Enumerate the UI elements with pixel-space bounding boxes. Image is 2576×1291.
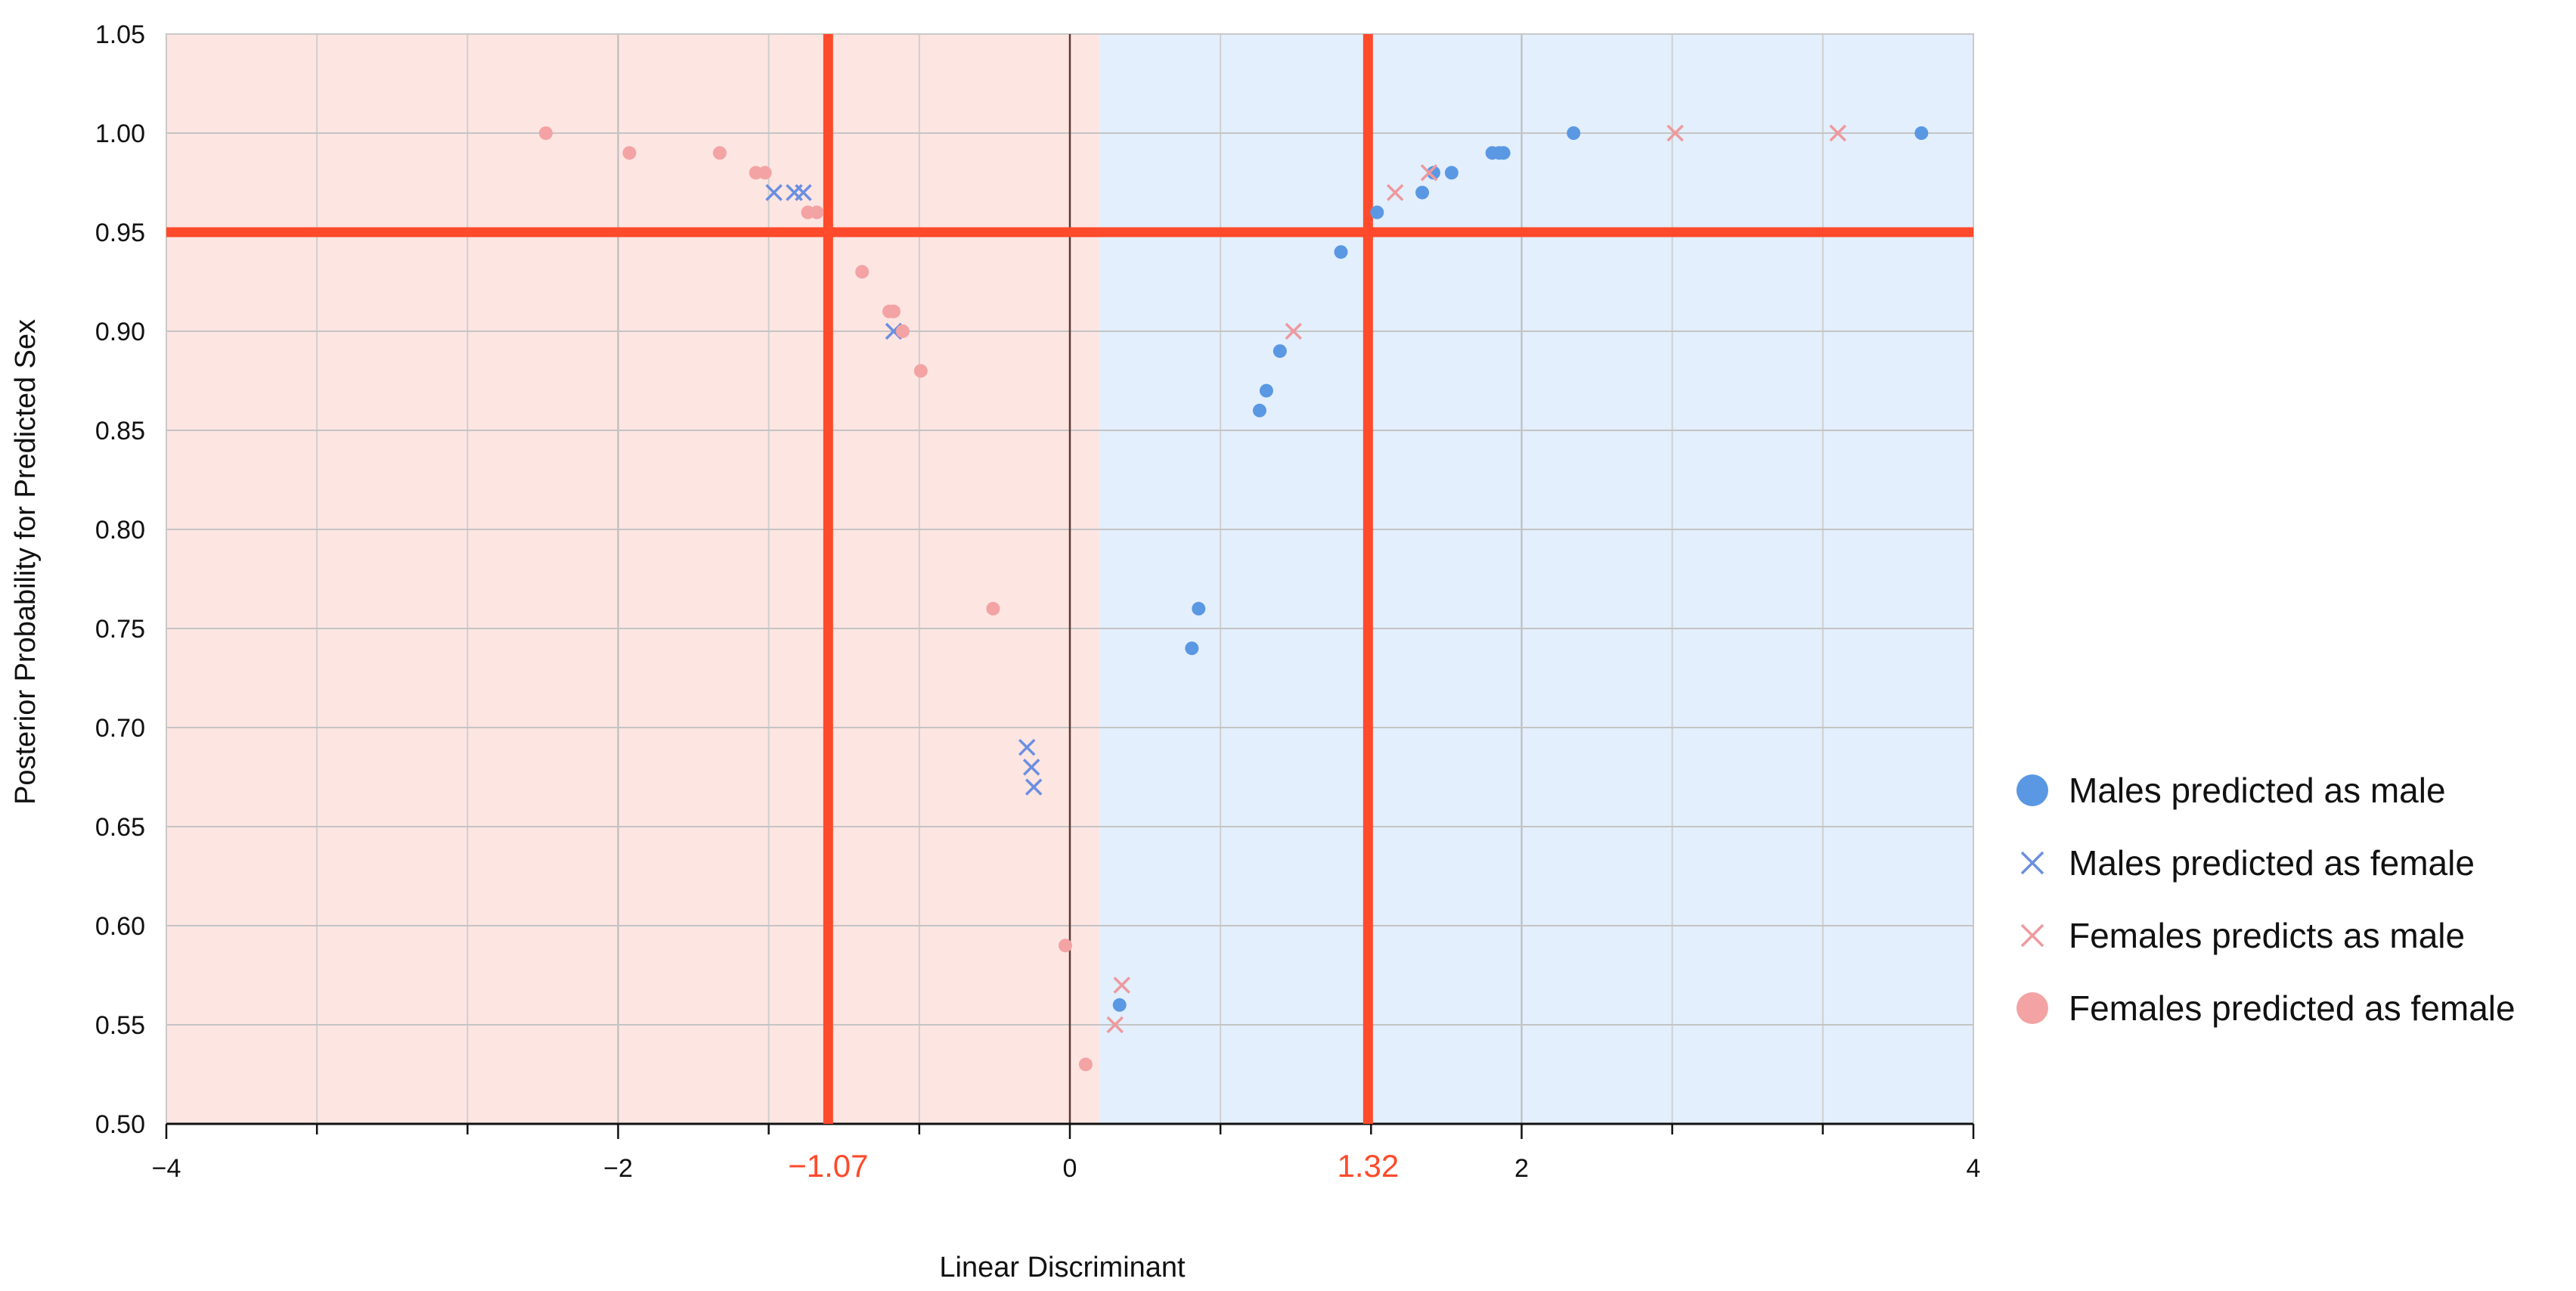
y-tick-label: 0.50 — [95, 1110, 145, 1139]
legend-marker-stroke — [2020, 923, 2044, 948]
x-tick-label: −4 — [152, 1154, 181, 1183]
data-point — [1078, 1057, 1093, 1072]
legend-label: Males predicted as male — [2069, 771, 2446, 810]
data-point — [1025, 778, 1043, 796]
data-point — [765, 184, 783, 201]
legend: Males predicted as male Males predicted a… — [2016, 771, 2516, 1028]
data-point — [986, 601, 1000, 616]
threshold-lines — [166, 34, 1973, 1124]
data-point — [622, 146, 637, 160]
data-point — [895, 324, 910, 338]
y-tick-label: 0.70 — [95, 714, 145, 743]
data-point — [1106, 1016, 1124, 1034]
data-point — [1273, 344, 1287, 358]
data-point — [1192, 601, 1206, 616]
legend-item: Males predicted as male — [2016, 771, 2446, 810]
y-tick-label: 0.65 — [95, 813, 145, 842]
legend-label: Females predicts as male — [2069, 916, 2465, 955]
data-point — [1285, 322, 1302, 340]
data-point — [1386, 184, 1404, 201]
y-axis-title: Posterior Probability for Predicted Sex — [10, 319, 42, 805]
data-point-stroke — [1666, 124, 1684, 142]
data-point — [1259, 383, 1273, 398]
data-point-stroke — [1386, 184, 1404, 201]
data-point-stroke — [1420, 164, 1438, 182]
data-point — [1829, 124, 1846, 142]
legend-label: Males predicted as female — [2069, 843, 2475, 883]
legend-marker — [2016, 774, 2048, 806]
legend-marker-stroke — [2020, 851, 2044, 875]
data-point — [913, 364, 928, 378]
data-point-stroke — [795, 184, 812, 201]
legend-item: Females predicts as male — [2020, 916, 2465, 955]
legend-item: Females predicted as female — [2016, 988, 2516, 1028]
data-point — [1022, 759, 1040, 776]
threshold-label: −1.07 — [788, 1148, 868, 1184]
data-point — [1496, 146, 1511, 160]
data-point-stroke — [1018, 738, 1036, 756]
x-axis-title: Linear Discriminant — [939, 1252, 1186, 1283]
data-point-stroke — [765, 184, 783, 201]
data-point-stroke — [1025, 778, 1043, 796]
data-point — [1185, 641, 1199, 656]
y-tick-label: 0.55 — [95, 1011, 145, 1040]
data-point — [1444, 166, 1458, 180]
threshold-label: 1.32 — [1337, 1148, 1399, 1184]
data-point — [810, 205, 824, 219]
series-3 — [1106, 124, 1846, 1034]
data-point-stroke — [1113, 976, 1130, 994]
series-4 — [538, 126, 1093, 1072]
data-points — [538, 124, 1929, 1072]
legend-marker — [2020, 851, 2044, 875]
x-tick-label: 2 — [1514, 1154, 1529, 1183]
region-male — [1099, 34, 1973, 1124]
y-tick-label: 0.85 — [95, 417, 145, 445]
data-point — [1415, 185, 1430, 200]
data-point — [1059, 939, 1073, 953]
data-point — [1018, 738, 1036, 756]
data-point — [1420, 164, 1438, 182]
data-point — [538, 126, 553, 140]
data-point — [1370, 205, 1384, 219]
legend-item: Males predicted as female — [2020, 843, 2475, 883]
x-tick-label: −2 — [603, 1154, 633, 1183]
data-point — [712, 146, 727, 160]
data-point-stroke — [1106, 1016, 1124, 1034]
data-point-stroke — [1022, 759, 1040, 776]
data-point — [1334, 245, 1348, 259]
y-tick-label: 0.60 — [95, 912, 145, 941]
y-tick-label: 0.80 — [95, 516, 145, 545]
x-tick-label: 0 — [1063, 1154, 1077, 1183]
data-point-stroke — [1829, 124, 1846, 142]
background-regions — [166, 34, 1973, 1124]
data-point-stroke — [1285, 322, 1302, 340]
data-point — [855, 265, 870, 279]
tick-labels: −4 −2 0 2 4 0.50 0.55 0.60 0.65 0.70 0.75 0.80 0.85 0… — [95, 20, 1981, 1184]
y-tick-label: 1.00 — [95, 119, 145, 148]
y-tick-label: 0.90 — [95, 318, 145, 346]
legend-marker — [2020, 923, 2044, 948]
data-point — [1426, 166, 1440, 180]
y-tick-label: 1.05 — [95, 20, 145, 49]
data-point — [1666, 124, 1684, 142]
y-tick-label: 0.95 — [95, 219, 145, 247]
y-tick-label: 0.75 — [95, 615, 145, 644]
data-point — [1252, 403, 1266, 417]
data-point — [886, 304, 901, 318]
data-point — [1567, 126, 1581, 140]
data-point — [1914, 126, 1929, 140]
data-point — [758, 166, 772, 180]
region-female — [166, 34, 1099, 1124]
legend-label: Females predicted as female — [2069, 988, 2516, 1028]
legend-marker — [2016, 992, 2048, 1024]
data-point — [1113, 976, 1130, 994]
series-1 — [1112, 126, 1929, 1012]
data-point — [795, 184, 812, 201]
data-point — [1112, 998, 1127, 1012]
x-tick-label: 4 — [1967, 1154, 1981, 1183]
